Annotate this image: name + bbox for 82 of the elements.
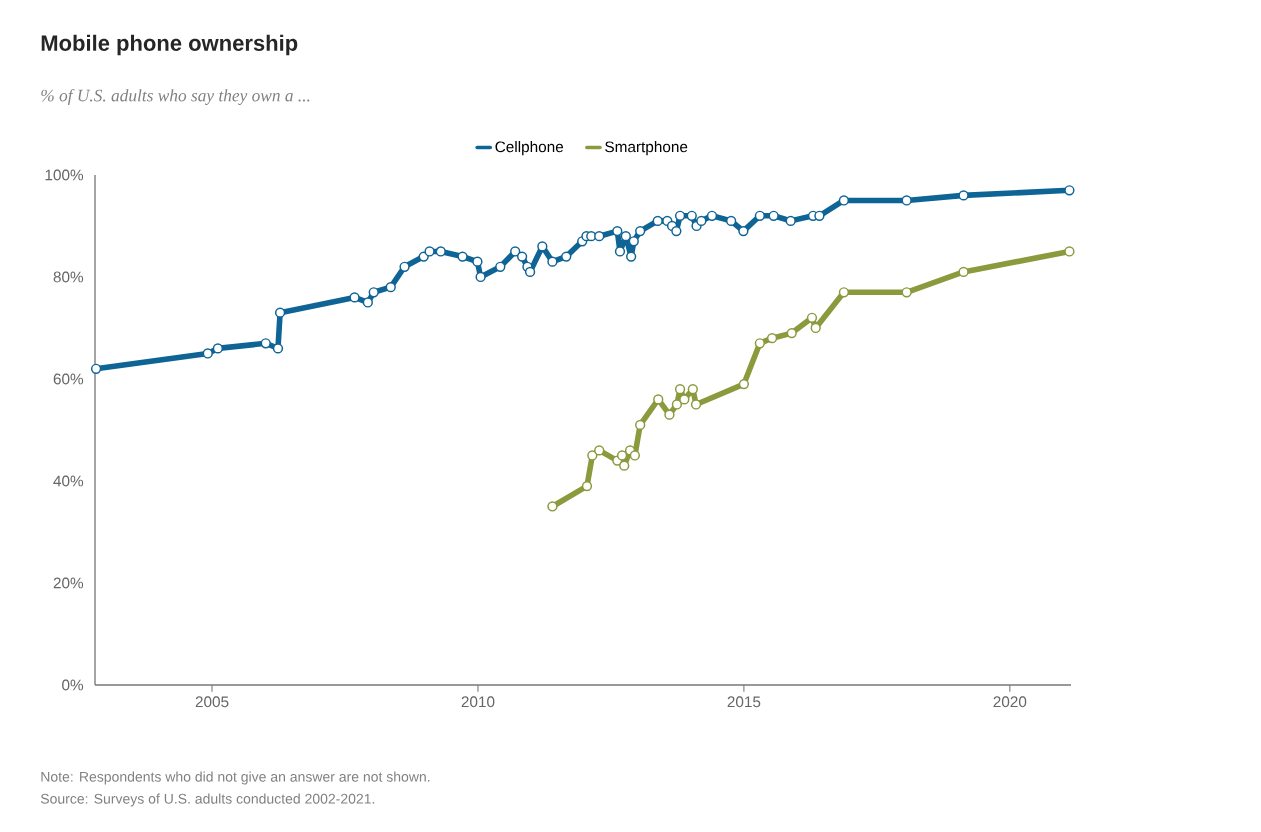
point: [547, 256, 558, 267]
y-tick-label: 80%: [53, 271, 84, 283]
point: [260, 338, 271, 349]
point: [958, 190, 969, 201]
point: [671, 399, 683, 410]
point: [671, 225, 682, 237]
point: [838, 287, 850, 298]
point: [362, 297, 373, 308]
point: [212, 343, 224, 354]
legend-label: Cellphone: [495, 140, 564, 156]
x-tick-label: 2010: [461, 696, 495, 708]
y-tick-label: 100%: [45, 169, 84, 181]
point: [810, 322, 821, 334]
point: [614, 246, 626, 257]
point: [272, 343, 284, 354]
point: [510, 246, 521, 257]
point: [561, 251, 572, 262]
point: [629, 450, 641, 461]
point: [901, 287, 912, 298]
point: [958, 266, 969, 278]
point: [674, 210, 686, 221]
point: [806, 312, 818, 323]
point: [1064, 185, 1075, 196]
point: [424, 246, 435, 257]
point: [368, 287, 379, 298]
point: [581, 480, 593, 492]
point: [679, 394, 690, 405]
y-tick-label: 20%: [53, 577, 84, 589]
point: [838, 195, 850, 206]
source-note: Source: Surveys of U.S. adults conducted 2002-2021.: [40, 793, 375, 807]
point: [274, 307, 286, 318]
point: [786, 327, 797, 339]
point: [628, 236, 639, 247]
point: [706, 210, 718, 221]
point: [664, 409, 675, 420]
point: [457, 251, 468, 262]
chart-title: Mobile phone ownership: [41, 34, 298, 56]
point: [901, 195, 912, 206]
point: [814, 210, 825, 221]
point: [696, 215, 707, 227]
point: [652, 215, 663, 227]
point: [587, 450, 598, 461]
point: [653, 394, 664, 405]
point: [686, 210, 697, 221]
point: [754, 210, 765, 221]
point: [725, 215, 737, 227]
x-tick-label: 2005: [195, 696, 229, 708]
x-tick-label: 2020: [993, 696, 1027, 708]
point: [90, 363, 102, 374]
point: [738, 225, 749, 237]
point: [399, 261, 410, 272]
x-tick-label: 2015: [727, 696, 761, 708]
y-tick-label: 40%: [53, 475, 84, 487]
point: [635, 419, 646, 431]
point: [202, 348, 213, 359]
point: [547, 501, 558, 512]
point: [475, 271, 486, 283]
point: [766, 333, 778, 344]
point: [516, 251, 528, 262]
point: [594, 445, 605, 456]
point: [612, 225, 623, 237]
point: [524, 266, 536, 278]
point: [690, 399, 702, 410]
point: [738, 378, 750, 390]
point: [785, 215, 796, 227]
point: [495, 261, 506, 272]
chart-subtitle: % of U.S. adults who say they own a ...: [41, 89, 310, 105]
point: [635, 225, 646, 237]
point: [626, 251, 637, 262]
y-tick-label: 0%: [62, 679, 84, 691]
y-tick-label: 60%: [53, 373, 84, 385]
point: [619, 460, 630, 471]
point: [435, 246, 446, 257]
point: [1064, 246, 1075, 257]
point: [754, 338, 765, 349]
legend-label: Smartphone: [605, 140, 688, 156]
point: [594, 231, 605, 242]
point: [385, 282, 396, 293]
point: [349, 292, 360, 303]
text: Note: Respondents who did not give an answer are not shown.: [41, 771, 430, 785]
point: [768, 210, 779, 221]
point: [472, 256, 483, 267]
